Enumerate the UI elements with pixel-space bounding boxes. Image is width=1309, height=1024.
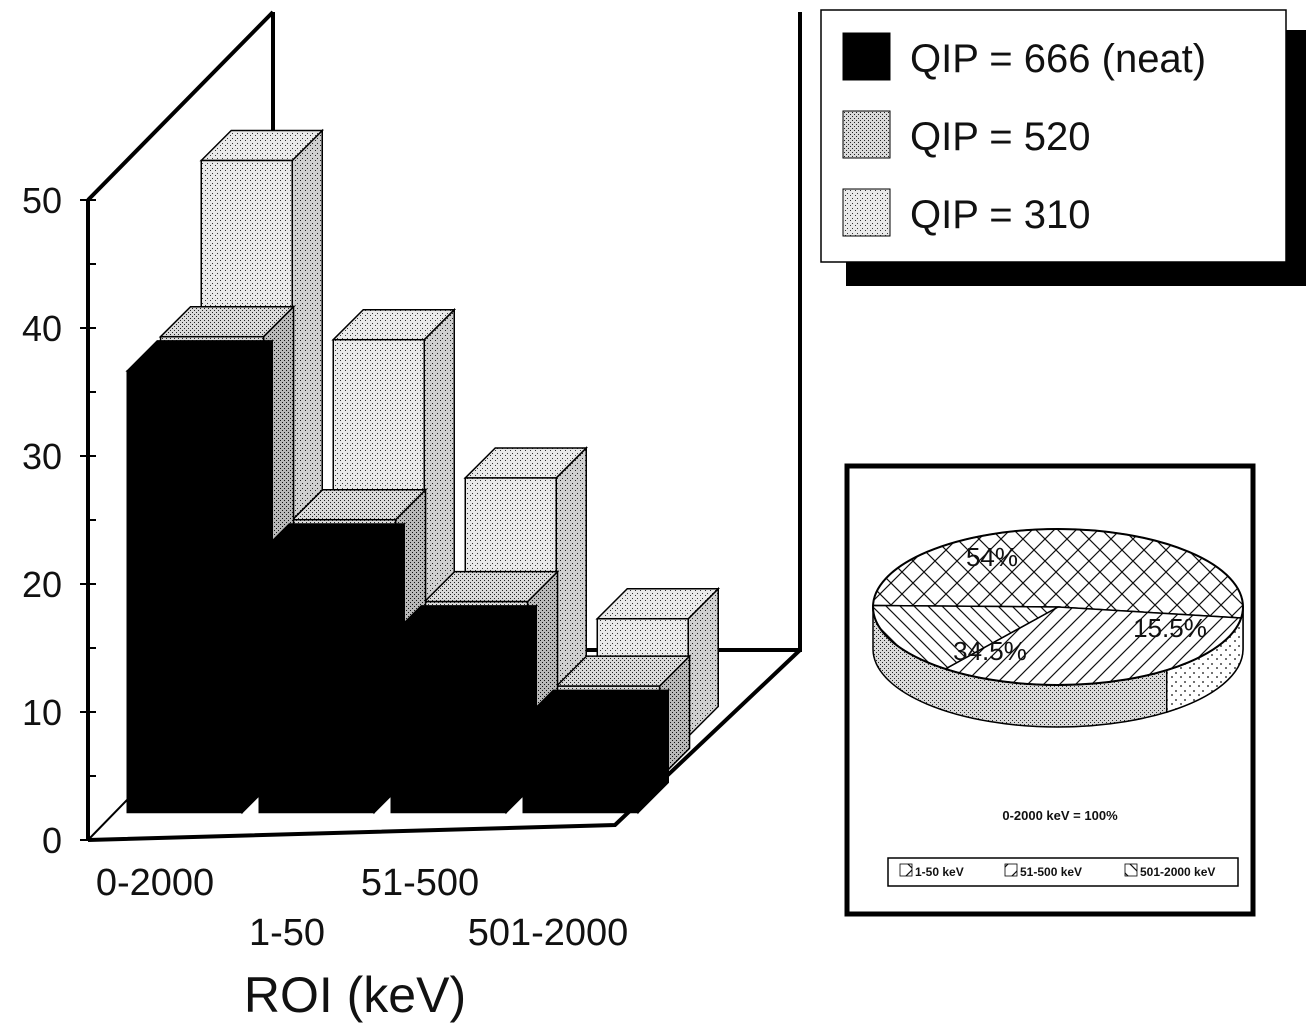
x-tick-label: 1-50 [249,912,325,954]
x-tick-label: 501-2000 [468,912,629,954]
floor-edge [87,648,802,842]
y-tick-label: 20 [22,564,62,605]
pie-caption: 0-2000 keV = 100% [1002,808,1118,823]
legend-label: QIP = 520 [910,115,1091,159]
legend-swatch [842,32,891,81]
pie-legend-label: 1-50 keV [915,865,964,879]
legend: QIP = 666 (neat) QIP = 520 QIP = 310 [820,9,1306,286]
y-tick-label: 40 [22,308,62,349]
y-tick-label: 0 [42,820,62,861]
pie-legend-box [887,857,1239,887]
bar-front [522,719,639,814]
bar-side [373,522,405,815]
bar-front [258,553,375,814]
pie-inset: 54% 34.5% 15.5% 0-2000 keV = 100% 1-50 keV… [844,463,1256,917]
y-tick-label: 10 [22,692,62,733]
pie-legend-label: 501-2000 keV [1140,865,1215,879]
bar-side [505,604,537,815]
pie-slice-label: 54% [966,542,1018,572]
bar-side [241,339,273,815]
legend-swatch [842,188,891,237]
bar-chart: 0 10 20 30 40 50 0-2000 1-50 51-500 501-2000 ROI… [22,10,802,1023]
pie-rim [872,528,1244,686]
pie-legend: 1-50 keV 51-500 keV 501-2000 keV [899,863,1215,879]
x-tick-label: 51-500 [361,862,479,904]
pie-chart: 54% 34.5% 15.5% [872,528,1244,728]
x-axis-tick-labels: 0-2000 1-50 51-500 501-2000 [96,862,628,954]
bars-layer [125,128,721,815]
x-axis-label: ROI (keV) [244,967,466,1023]
x-tick-label: 0-2000 [96,862,214,904]
bar-s0-1-50 [257,522,407,815]
side-wall-top-edge [86,10,275,202]
bar-front [126,370,243,814]
legend-box [820,9,1287,263]
bar-s0-501-2000 [521,688,671,815]
pie-legend-label: 51-500 keV [1020,865,1082,879]
pie-legend-swatch [1004,863,1018,877]
y-tick-label: 50 [22,180,62,221]
pie-slice-label: 34.5% [953,636,1027,666]
bar-front [390,635,507,814]
bar-s0-51-500 [389,604,539,815]
legend-label: QIP = 666 (neat) [910,37,1206,81]
legend-swatch [842,110,891,159]
pie-legend-swatch [899,863,913,877]
pie-legend-swatch [1124,863,1138,877]
legend-label: QIP = 310 [910,193,1091,237]
bar-s0-0-2000 [125,339,275,815]
pie-slice-label: 15.5% [1133,613,1207,643]
y-tick-label: 30 [22,436,62,477]
y-axis: 0 10 20 30 40 50 [22,180,96,861]
